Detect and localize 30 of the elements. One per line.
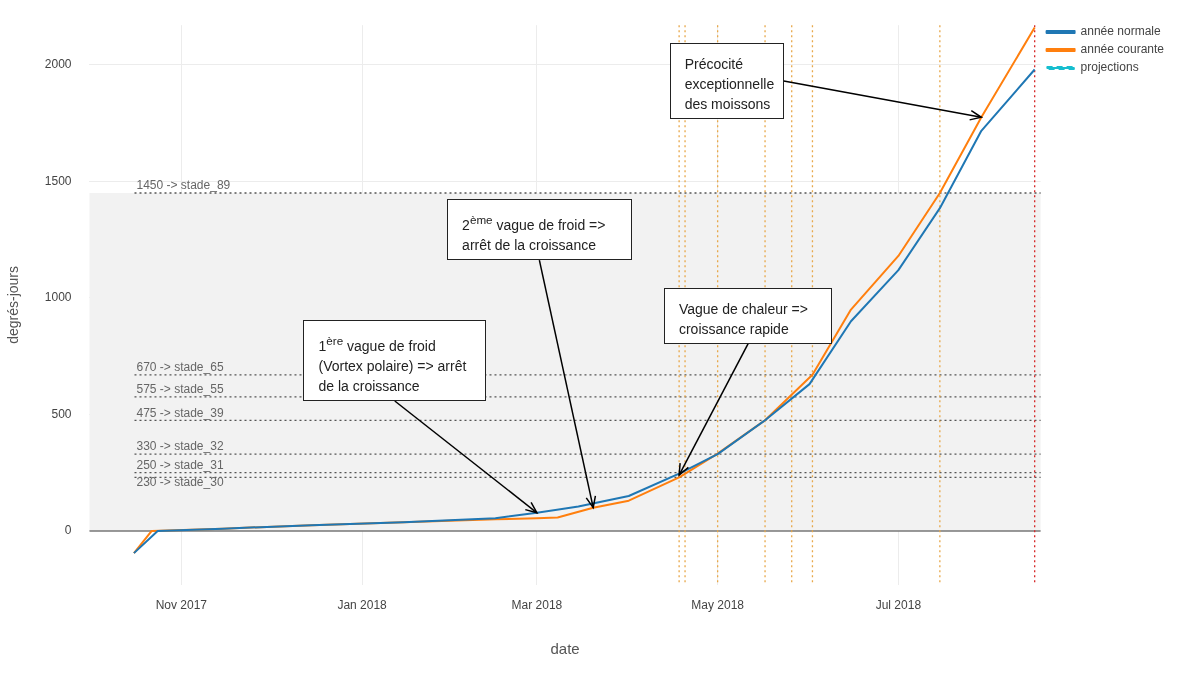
- legend-label: année courante: [1080, 42, 1165, 57]
- ref-line-label: 1450 -> stade_89: [136, 178, 231, 193]
- ref-line-label: 575 -> stade_55: [136, 382, 224, 397]
- ref-line-label: 475 -> stade_39: [136, 405, 224, 420]
- y-tick-label: 1000: [44, 290, 72, 305]
- ref-line-label: 330 -> stade_32: [136, 439, 224, 454]
- annotation: 2$^{ème}$ vague de froid => arrêt de la croissance: [462, 213, 606, 253]
- y-axis-title: degrés-jours: [5, 265, 22, 344]
- y-tick-label: 0: [64, 523, 72, 538]
- x-tick-label: Mar 2018: [511, 598, 563, 613]
- x-tick-label: Jan 2018: [337, 598, 388, 613]
- legend-label: projections: [1080, 60, 1139, 75]
- callout-box: Vague de chaleur => croissance rapide: [663, 287, 833, 344]
- callout-box: Précocité exceptionnelle des moissons: [669, 43, 784, 120]
- callout-box: 2$^{ème}$ vague de froid => arrêt de la croissance: [447, 199, 632, 260]
- callout-box: 1$^{ère}$ vague de froid (Vortex polaire) => arrêt de la croissance: [303, 320, 487, 401]
- annotation: 1$^{ère}$ vague de froid (Vortex polaire) => arrêt de la croissance: [318, 334, 467, 394]
- x-tick-label: May 2018: [691, 598, 745, 613]
- y-tick-label: 1500: [44, 173, 72, 188]
- annotation: Précocité exceptionnelle des moissons: [684, 56, 775, 113]
- x-tick-label: Nov 2017: [155, 598, 208, 613]
- x-tick-label: Jul 2018: [875, 598, 922, 613]
- ref-line-label: 670 -> stade_65: [136, 360, 224, 375]
- annotation: Vague de chaleur => croissance rapide: [678, 300, 808, 337]
- legend-label: année normale: [1080, 24, 1161, 39]
- ref-line-label: 230 -> stade_30: [136, 474, 224, 489]
- y-tick-label: 500: [51, 406, 72, 421]
- x-axis-title: date: [550, 640, 580, 658]
- ref-line-label: 250 -> stade_31: [136, 458, 224, 473]
- y-tick-label: 2000: [44, 57, 72, 72]
